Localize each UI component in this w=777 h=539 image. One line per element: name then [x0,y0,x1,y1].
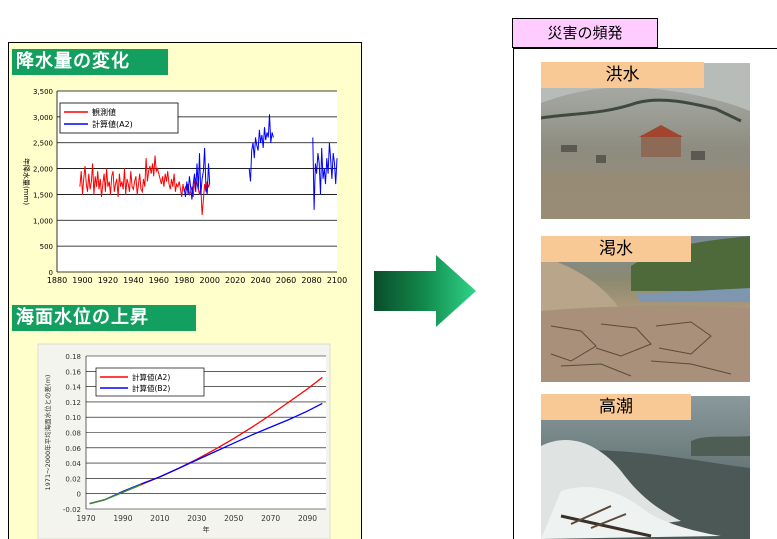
sea-overlap-line [89,483,142,505]
rain-legend-label: 観測値 [92,107,116,117]
rain-ytick-label: 0 [49,269,53,277]
flood-photo [541,63,750,219]
sea-legend-box [95,367,205,397]
rain-xtick-label: 2040 [250,276,270,285]
rain-ytick-label: 1,000 [33,217,53,225]
rain-xtick-label: 1980 [174,276,194,285]
sea-ytick-label: 0.08 [65,430,81,438]
rain-xtick-label: 1960 [149,276,169,285]
sea-ytick-label: 0.10 [65,414,81,422]
rain-series-line [248,114,274,182]
sea-xtick-label: 2090 [298,514,317,523]
rain-xtick-label: 1940 [123,276,143,285]
sea-xtick-label: 2050 [224,514,243,523]
drought-label: 渇水 [541,236,691,262]
right-arrow-icon [374,255,476,327]
rain-ylabel: 年降水量(mm) [22,158,31,205]
rain-ytick-label: 500 [40,243,53,251]
sea-xlabel: 年 [203,525,210,534]
storm-surge-photo [541,396,750,539]
sea-ytick-label: 0.12 [65,399,81,407]
sea-ytick-label: -0.02 [63,506,81,514]
flood-label: 洪水 [541,62,704,88]
disaster-panel-title: 災害の頻発 [512,18,658,48]
sea-ytick-label: 0.02 [65,475,81,483]
sea-chart-title: 海面水位の上昇 [12,305,196,331]
sea-ytick-label: 0.18 [65,353,81,361]
sea-ytick-label: 0.14 [65,384,81,392]
rain-series-line [79,155,211,216]
rain-xtick-label: 2020 [225,276,245,285]
rain-ytick-label: 3,000 [33,114,53,122]
rain-xtick-label: 2060 [276,276,296,285]
sea-xtick-label: 2030 [187,514,206,523]
sea-xtick-label: 2070 [261,514,280,523]
sea-xtick-label: 2010 [150,514,169,523]
sea-ytick-label: 0.16 [65,368,81,376]
sea-ylabel: 1971～2000年平均海面水位との差(m) [43,375,52,491]
rain-legend-label: 計算値(A2) [92,119,133,129]
rain-series-line [312,137,338,210]
rain-xtick-label: 2080 [301,276,321,285]
sea-ytick-label: 0 [77,491,81,499]
rain-ytick-label: 2,000 [33,166,53,174]
rain-xtick-label: 1900 [72,276,92,285]
rain-series-line [183,147,211,200]
rain-ytick-label: 1,500 [33,191,53,199]
rain-ytick-label: 2,500 [33,140,53,148]
drought-photo [541,236,750,382]
sea-ytick-label: 0.06 [65,445,81,453]
sea-xtick-label: 1970 [76,514,95,523]
rain-ytick-label: 3,500 [33,88,53,96]
rain-legend-box [59,102,179,134]
rain-chart-title: 降水量の変化 [12,49,168,75]
rain-xtick-label: 1880 [47,276,67,285]
sea-legend-label: 計算値(A2) [132,372,170,382]
sea-xtick-label: 1990 [113,514,132,523]
rain-xtick-label: 1920 [98,276,118,285]
rain-xtick-label: 2000 [200,276,220,285]
storm-surge-label: 高潮 [541,394,691,420]
rain-xtick-label: 2100 [327,276,347,285]
sea-ytick-label: 0.04 [65,460,81,468]
sea-legend-label: 計算値(B2) [132,383,170,393]
